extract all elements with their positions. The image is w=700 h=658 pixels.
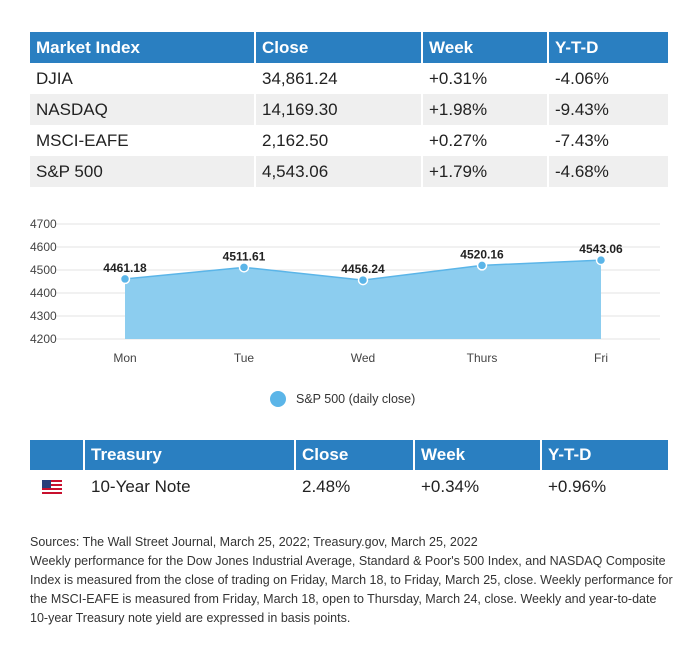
index-close: 4,543.06: [256, 156, 423, 187]
index-ytd: -4.06%: [555, 69, 609, 88]
treasury-close: 2.48%: [296, 470, 415, 503]
index-ytd: -4.68%: [555, 162, 609, 181]
index-ytd: -9.43%: [555, 100, 609, 119]
header-week: Week: [423, 32, 549, 63]
header-flag-column: [30, 440, 85, 470]
table-row: DJIA 34,861.24 +0.31% -4.06%: [30, 63, 668, 94]
x-tick-label: Mon: [113, 351, 136, 365]
header-ytd: Y-T-D: [555, 38, 599, 57]
sp500-area-chart: 4700 4600 4500 4400 4300 4200 4461.18 Mon 4511.6…: [30, 217, 660, 365]
y-tick-label: 4600: [30, 240, 57, 254]
header-ytd: Y-T-D: [548, 445, 592, 464]
data-point: [357, 274, 369, 286]
table-row: NASDAQ 14,169.30 +1.98% -9.43%: [30, 94, 668, 125]
table-row: 10-Year Note 2.48% +0.34% +0.96%: [30, 470, 668, 503]
data-label: 4456.24: [341, 262, 385, 276]
x-tick-label: Fri: [594, 351, 608, 365]
treasury-week: +0.34%: [415, 470, 542, 503]
treasury-table-header: Treasury Close Week Y-T-D: [30, 440, 668, 470]
y-tick-label: 4500: [30, 263, 57, 277]
table-row: S&P 500 4,543.06 +1.79% -4.68%: [30, 156, 668, 187]
data-label: 4461.18: [103, 261, 147, 275]
treasury-label: 10-Year Note: [85, 470, 296, 503]
data-label: 4520.16: [460, 247, 504, 261]
index-name: NASDAQ: [30, 94, 256, 125]
legend-label: S&P 500 (daily close): [296, 392, 416, 406]
flag-cell: [30, 470, 85, 503]
data-point: [119, 273, 131, 285]
data-point: [238, 262, 250, 273]
x-tick-label: Tue: [234, 351, 255, 365]
data-label: 4543.06: [579, 242, 623, 256]
index-week: +1.79%: [423, 156, 549, 187]
index-ytd: -7.43%: [555, 131, 609, 150]
index-week: +1.98%: [423, 94, 549, 125]
index-week: +0.27%: [423, 125, 549, 156]
x-tick-label: Thurs: [467, 351, 498, 365]
x-tick-label: Wed: [351, 351, 375, 365]
index-close: 34,861.24: [256, 63, 423, 94]
header-treasury: Treasury: [85, 440, 296, 470]
market-table-header: Market Index Close Week Y-T-D: [30, 32, 668, 63]
data-label: 4511.61: [223, 249, 266, 263]
index-name: S&P 500: [30, 156, 256, 187]
legend-marker: [270, 391, 286, 407]
index-name: MSCI-EAFE: [30, 125, 256, 156]
y-tick-label: 4700: [30, 217, 57, 231]
chart-legend: S&P 500 (daily close): [270, 390, 415, 408]
treasury-ytd: +0.96%: [548, 477, 607, 496]
footer-notes: Sources: The Wall Street Journal, March …: [30, 533, 675, 628]
y-tick-label: 4300: [30, 309, 57, 323]
y-tick-label: 4400: [30, 286, 57, 300]
y-tick-label: 4200: [30, 332, 57, 346]
area-fill: [125, 260, 601, 339]
index-name: DJIA: [30, 63, 256, 94]
index-close: 2,162.50: [256, 125, 423, 156]
methodology-text: Weekly performance for the Dow Jones Ind…: [30, 554, 673, 625]
header-week: Week: [415, 440, 542, 470]
market-index-table: Market Index Close Week Y-T-D DJIA 34,86…: [30, 32, 668, 187]
treasury-table: Treasury Close Week Y-T-D 10-Year Note 2…: [30, 440, 668, 503]
data-point: [595, 254, 607, 266]
sources-text: Sources: The Wall Street Journal, March …: [30, 535, 478, 549]
header-market-index: Market Index: [30, 32, 256, 63]
index-week: +0.31%: [423, 63, 549, 94]
us-flag-icon: [42, 480, 62, 494]
data-point: [476, 260, 488, 271]
table-row: MSCI-EAFE 2,162.50 +0.27% -7.43%: [30, 125, 668, 156]
header-close: Close: [296, 440, 415, 470]
header-close: Close: [256, 32, 423, 63]
index-close: 14,169.30: [256, 94, 423, 125]
